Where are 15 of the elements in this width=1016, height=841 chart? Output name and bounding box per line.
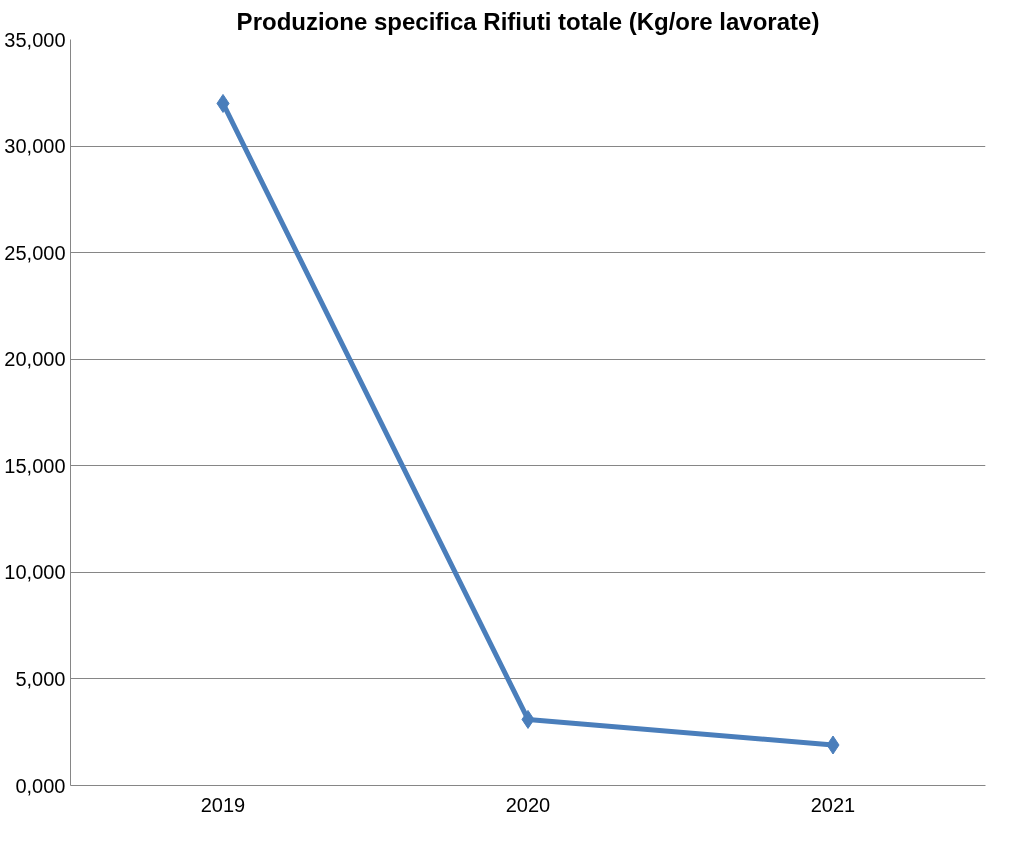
x-tick-label: 2021: [810, 793, 856, 816]
point: [521, 709, 535, 729]
x-tick-label: 2020: [505, 793, 551, 816]
y-tick-label: 30,000: [4, 135, 66, 158]
y-tick-label: 5,000: [15, 667, 66, 690]
y-tick-label: 10,000: [4, 561, 66, 584]
chart-title: Produzione specifica Rifiuti totale (Kg/ore lavorate): [236, 7, 820, 35]
y-tick-label: 20,000: [4, 348, 66, 371]
point: [826, 735, 840, 755]
y-tick-label: 0,000: [15, 774, 66, 797]
point: [216, 93, 230, 113]
y-tick-label: 25,000: [4, 241, 66, 264]
x-tick-label: 2019: [200, 793, 246, 816]
y-tick-label: 35,000: [4, 28, 66, 51]
y-tick-label: 15,000: [4, 454, 66, 477]
